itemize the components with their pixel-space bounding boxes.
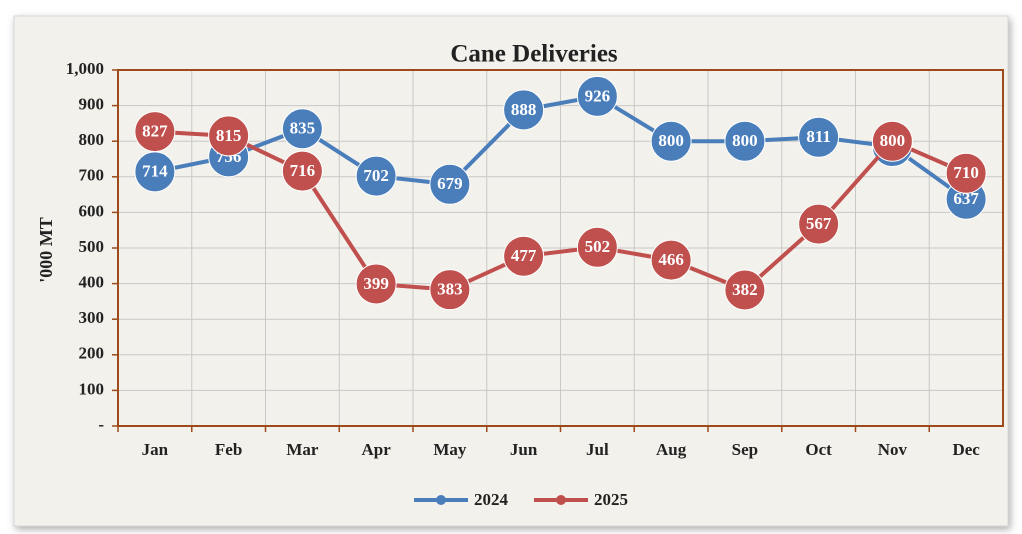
data-label: 710 [953,163,979,182]
data-point [724,120,766,162]
data-label: 399 [363,274,389,293]
y-tick-label: 600 [79,201,105,220]
data-point [503,235,545,277]
data-label: 827 [142,121,168,140]
plot-area-border [117,69,1004,427]
data-point [429,163,471,205]
data-label: 800 [880,131,906,150]
data-label: 926 [585,86,611,105]
x-tick-label: Nov [878,440,908,459]
data-label: 679 [437,174,463,193]
x-tick-label: Jul [586,440,609,459]
y-tick-label: 800 [79,130,105,149]
data-label: 714 [142,162,168,181]
data-label: 716 [290,161,316,180]
data-label: 502 [585,237,611,256]
data-label: 815 [216,126,242,145]
x-tick-label: Feb [215,440,242,459]
data-point [281,108,323,150]
data-label: 702 [363,166,389,185]
y-axis-label: '000 MT [36,217,56,283]
data-label: 888 [511,100,537,119]
y-tick-label: 700 [79,166,105,185]
legend-marker [556,495,566,505]
data-point [355,263,397,305]
data-label: 811 [806,127,831,146]
data-point [945,152,987,194]
data-label: 800 [658,131,684,150]
data-point [798,116,840,158]
y-tick-label: - [98,415,104,434]
data-point [798,203,840,245]
marks: 7147568357026798889268008008117856378278… [134,75,987,311]
legend: 2024 2025 [414,490,628,509]
data-label: 382 [732,280,758,299]
data-point [724,269,766,311]
y-tick-label: 1,000 [66,59,104,78]
data-label: 466 [658,250,684,269]
x-tick-label: Aug [656,440,687,459]
x-tick-label: Apr [361,440,391,459]
data-point [355,155,397,197]
data-label: 637 [953,189,979,208]
y-tick-label: 400 [79,273,105,292]
y-tick-label: 900 [79,95,105,114]
chart-title: Cane Deliveries [450,41,618,68]
data-label: 567 [806,214,832,233]
x-tick-label: Jun [510,440,538,459]
y-tick-label: 200 [79,344,105,363]
x-tick-label: Jan [142,440,169,459]
data-point [871,120,913,162]
data-point [281,150,323,192]
legend-label: 2025 [594,490,628,509]
x-tick-label: Dec [952,440,980,459]
x-tick-label: Mar [286,440,319,459]
data-label: 477 [511,246,537,265]
y-tick-label: 500 [79,237,105,256]
data-point [650,239,692,281]
data-label: 835 [290,119,316,138]
legend-marker [436,495,446,505]
y-tick-label: 100 [79,379,105,398]
data-point [650,120,692,162]
data-point [576,75,618,117]
y-tick-label: 300 [79,308,105,327]
data-point [503,89,545,131]
x-tick-label: Sep [732,440,758,459]
data-point [134,111,176,153]
data-point [429,269,471,311]
grid: - 100 200 300 400 500 600 700 800 900 1,000 Jan Feb M… [66,59,1004,459]
data-point [576,226,618,268]
data-label: 800 [732,131,758,150]
data-label: 383 [437,280,463,299]
x-tick-label: Oct [805,440,832,459]
data-point [208,115,250,157]
legend-label: 2024 [474,490,509,509]
x-tick-label: May [433,440,467,459]
